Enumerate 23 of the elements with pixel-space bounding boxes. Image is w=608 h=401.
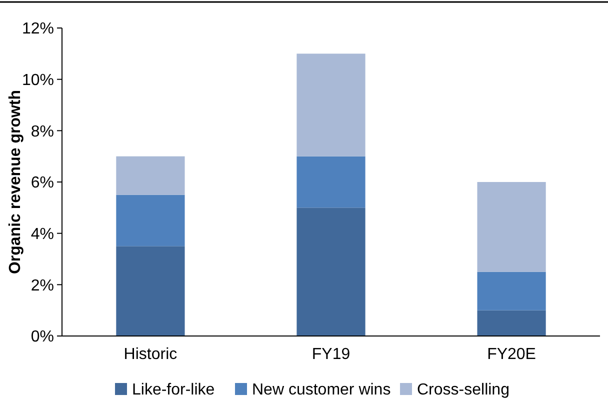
bar	[477, 272, 546, 310]
x-tick-label: FY20E	[487, 346, 536, 363]
legend-label: Cross-selling	[417, 382, 510, 399]
y-tick-label: 10%	[22, 72, 54, 89]
bar	[296, 156, 366, 208]
legend-label: Like-for-like	[132, 382, 215, 399]
legend-label: New customer wins	[252, 382, 391, 399]
y-tick-label: 8%	[30, 123, 54, 140]
x-tick-label: Historic	[124, 346, 178, 363]
bar	[477, 310, 546, 336]
bar	[296, 54, 366, 156]
bar	[296, 208, 366, 336]
y-tick-label: 4%	[30, 226, 54, 243]
y-tick-label: 2%	[30, 277, 54, 294]
y-axis-title: Organic revenue growth	[7, 90, 24, 274]
x-tick-label: FY19	[312, 346, 350, 363]
bar	[116, 194, 185, 246]
bar	[116, 246, 185, 336]
y-tick-label: 0%	[30, 328, 54, 346]
y-tick-label: 12%	[22, 20, 54, 38]
y-tick-label: 6%	[30, 174, 54, 192]
bar	[116, 156, 185, 195]
bar	[477, 182, 546, 272]
